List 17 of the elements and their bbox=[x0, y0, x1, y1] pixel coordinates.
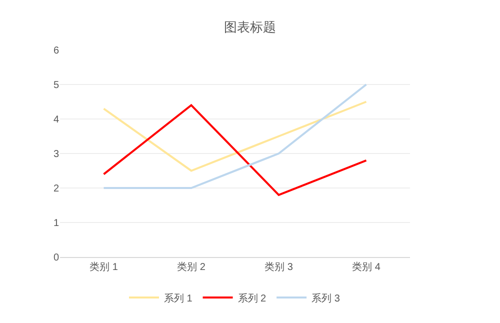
y-tick-label: 5 bbox=[53, 80, 60, 91]
x-tick-label: 类别 4 bbox=[352, 261, 381, 273]
line-series bbox=[102, 104, 368, 196]
legend-label: 系列 3 bbox=[312, 292, 340, 304]
chart-title: 图表标题 bbox=[224, 20, 276, 35]
y-tick-label: 1 bbox=[53, 218, 60, 229]
legend-label: 系列 1 bbox=[164, 292, 193, 304]
legend-label: 系列 2 bbox=[238, 292, 267, 304]
line-series bbox=[102, 100, 368, 172]
y-tick-label: 0 bbox=[53, 252, 60, 264]
y-tick-label: 6 bbox=[53, 46, 60, 56]
y-tick-label: 2 bbox=[53, 184, 60, 194]
x-tick-label: 类别 1 bbox=[90, 261, 118, 273]
x-tick-label: 类别 2 bbox=[177, 261, 206, 273]
y-tick-label: 4 bbox=[53, 114, 60, 126]
y-tick-label: 3 bbox=[53, 149, 60, 160]
x-tick-label: 类别 3 bbox=[264, 261, 294, 273]
